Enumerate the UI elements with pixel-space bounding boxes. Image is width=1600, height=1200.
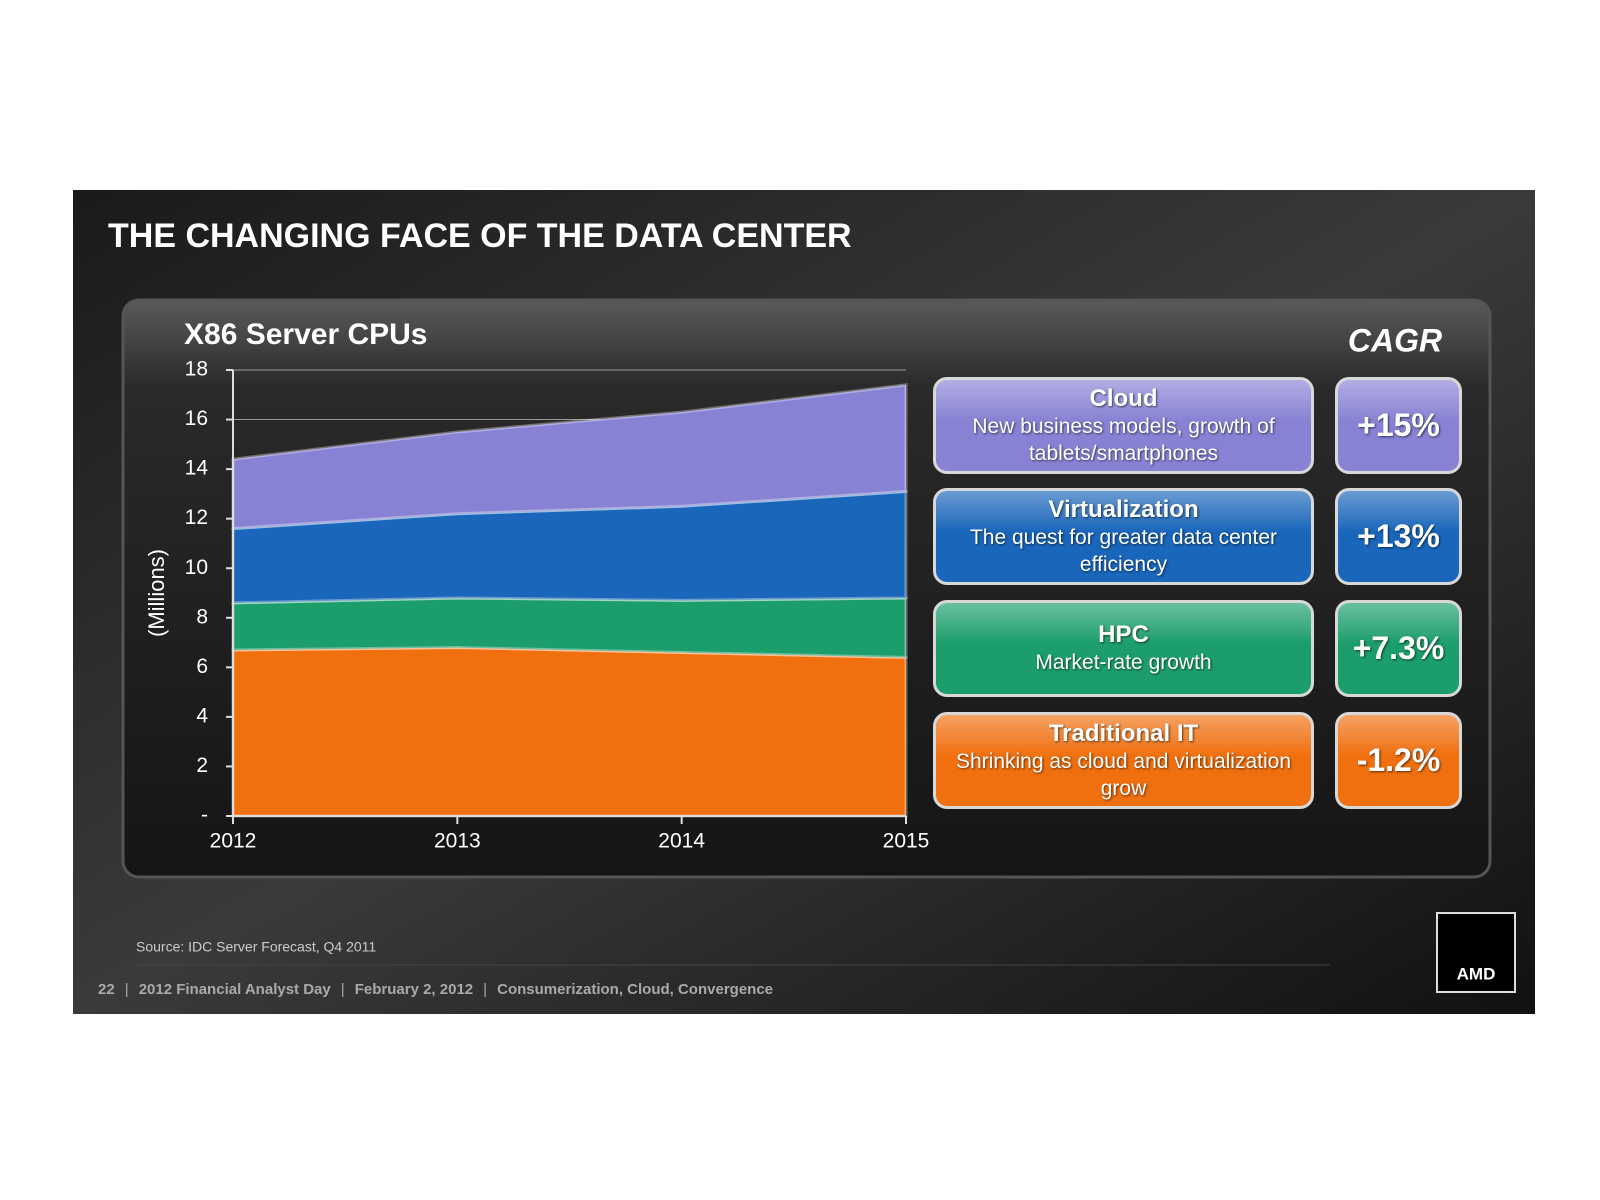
y-tick-label: 12 bbox=[185, 506, 208, 529]
footer-item: 2012 Financial Analyst Day bbox=[139, 981, 332, 998]
x-tick-label: 2015 bbox=[883, 830, 930, 853]
cagr-label: +7.3% bbox=[1335, 600, 1462, 697]
legend-box: Traditional IT Shrinking as cloud and vir… bbox=[933, 712, 1314, 809]
y-tick-label: 4 bbox=[196, 704, 208, 727]
x-tick-label: 2013 bbox=[434, 830, 481, 853]
cagr-label: +13% bbox=[1335, 488, 1462, 585]
legend-name: HPC bbox=[1098, 621, 1149, 648]
y-tick-label: 8 bbox=[196, 605, 208, 628]
cagr-label: -1.2% bbox=[1335, 712, 1462, 809]
legend-box: Cloud New business models, growth of tabl… bbox=[933, 377, 1314, 474]
footer-separator: | bbox=[341, 981, 345, 998]
y-tick-label: 16 bbox=[185, 407, 208, 430]
legend-header: CAGR bbox=[1348, 322, 1442, 358]
legend-name: Virtualization bbox=[1048, 495, 1199, 523]
legend-name: Traditional IT bbox=[1048, 719, 1199, 747]
y-tick-label: 14 bbox=[185, 457, 209, 480]
y-tick-label: 18 bbox=[185, 358, 208, 381]
area bbox=[231, 383, 908, 531]
logo: AMD bbox=[1457, 964, 1496, 983]
legend-name: Cloud bbox=[1089, 384, 1158, 412]
footer-item: Consumerization, Cloud, Convergence bbox=[497, 981, 773, 998]
footer-separator: | bbox=[125, 981, 129, 998]
legend-description: Shrinking as cloud and virtualization gr… bbox=[955, 749, 1292, 800]
y-axis-label: (Millions) bbox=[144, 549, 169, 637]
chart-title: X86 Server CPUs bbox=[184, 318, 428, 351]
y-tick-label: 6 bbox=[196, 655, 208, 678]
footer-item: February 2, 2012 bbox=[355, 981, 473, 998]
y-tick-label: 2 bbox=[196, 754, 208, 777]
legend-box: HPC Market-rate growth bbox=[933, 600, 1314, 697]
legend-description: The quest for greater data center effici… bbox=[969, 525, 1277, 576]
x-tick-label: 2014 bbox=[658, 830, 705, 853]
y-tick-label: 10 bbox=[185, 556, 208, 579]
source: Source: IDC Server Forecast, Q4 2011 bbox=[136, 939, 376, 955]
footer-separator: | bbox=[483, 981, 487, 998]
y-tick-label: - bbox=[201, 804, 208, 827]
logo-box bbox=[1436, 912, 1516, 993]
slide-title: THE CHANGING FACE OF THE DATA CENTER bbox=[108, 217, 852, 255]
x-tick-label: 2012 bbox=[210, 830, 257, 853]
area bbox=[231, 646, 908, 818]
legend-box: Virtualization The quest for greater data… bbox=[933, 488, 1314, 585]
area bbox=[231, 596, 908, 659]
cagr-label: +15% bbox=[1335, 377, 1462, 474]
legend-description: Market-rate growth bbox=[1035, 651, 1212, 674]
footer-item: 22 bbox=[98, 981, 115, 998]
legend-description: New business models, growth of tablets/s… bbox=[972, 414, 1275, 465]
